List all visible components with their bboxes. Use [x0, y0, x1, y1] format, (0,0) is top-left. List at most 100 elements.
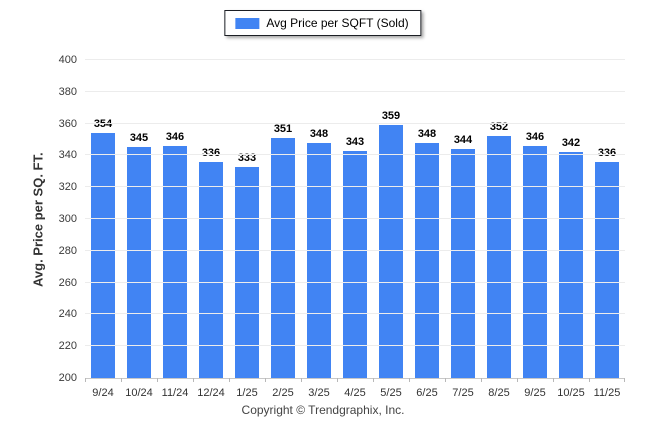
bar-slot: 343	[337, 61, 373, 378]
bar-slot: 336	[589, 61, 625, 378]
bar-5/25[interactable]	[379, 125, 403, 378]
x-axis-tick	[372, 378, 374, 382]
bar-slot: 345	[121, 61, 157, 378]
bar-12/24[interactable]	[199, 161, 223, 378]
bar-6/25[interactable]	[415, 142, 439, 378]
bar-9/24[interactable]	[91, 133, 115, 378]
y-tick-label: 360	[58, 117, 77, 130]
gridline	[85, 90, 625, 92]
x-axis-tick	[228, 378, 230, 382]
x-axis-tick	[156, 378, 158, 382]
bar-8/25[interactable]	[487, 136, 511, 378]
gridline	[85, 122, 625, 124]
y-tick-label: 340	[58, 149, 77, 162]
bar-10/25[interactable]	[559, 152, 583, 378]
copyright-text: Copyright © Trendgraphix, Inc.	[241, 403, 405, 417]
bar-slot: 352	[481, 61, 517, 378]
y-tick-label: 300	[58, 213, 77, 225]
bar-slot: 351	[265, 61, 301, 378]
x-axis-tick	[624, 378, 625, 382]
x-tick-label: 2/25	[272, 387, 294, 399]
bar-slot: 336	[193, 61, 229, 378]
x-axis-labels: 9/24 10/24 11/24 12/24 1/25 2/25 3/25 4/25 5/25 6…	[85, 380, 625, 399]
bar-11/25[interactable]	[595, 161, 619, 378]
x-tick-label: 6/25	[416, 387, 438, 399]
bar-value-label: 346	[525, 130, 545, 143]
x-axis-tick	[517, 378, 518, 382]
y-tick-label: 280	[58, 244, 77, 257]
bar-value-label: 345	[129, 132, 149, 145]
bar-slot: 359	[373, 61, 409, 378]
x-tick-label: 10/25	[557, 387, 585, 399]
x-axis-tick	[120, 378, 122, 382]
bar-slot: 346	[157, 61, 193, 378]
x-axis-tick	[409, 378, 410, 382]
x-axis-tick	[301, 378, 302, 382]
gridline	[85, 345, 625, 347]
bar-10/24[interactable]	[127, 147, 151, 378]
bar-3/25[interactable]	[307, 142, 331, 378]
y-tick-label: 220	[58, 340, 77, 353]
x-axis-tick	[85, 378, 86, 382]
x-tick-label: 10/24	[125, 387, 153, 399]
y-tick-label: 240	[58, 308, 77, 321]
gridline	[85, 249, 625, 251]
gridline	[85, 313, 625, 315]
x-tick-label: 8/25	[488, 387, 510, 399]
x-axis-tick	[337, 378, 338, 382]
legend-swatch	[235, 17, 260, 29]
gridline	[85, 59, 625, 60]
bar-9/25[interactable]	[523, 145, 547, 378]
bar-slot: 344	[445, 61, 481, 378]
x-axis-tick	[589, 378, 590, 382]
bar-value-label: 354	[93, 118, 113, 131]
legend-label: Avg Price per SQFT (Sold)	[266, 16, 409, 30]
y-tick-label: 320	[58, 181, 77, 194]
bar-value-label: 336	[201, 146, 221, 159]
bar-slot: 348	[409, 61, 445, 378]
bar-slot: 354	[85, 61, 121, 378]
bar-7/25[interactable]	[451, 149, 475, 378]
bar-value-label: 352	[489, 121, 509, 134]
bar-slot: 346	[517, 61, 553, 378]
y-tick-label: 400	[58, 54, 77, 66]
x-tick-label: 4/25	[344, 387, 366, 399]
bar-value-label: 346	[165, 130, 185, 143]
gridline	[85, 281, 625, 283]
bar-value-label: 333	[237, 151, 257, 164]
x-tick-label: 1/25	[236, 387, 258, 399]
bar-value-label: 342	[561, 137, 581, 150]
y-tick-label: 260	[58, 276, 77, 289]
bar-slot: 333	[229, 61, 265, 378]
plot-area: 354 345 346 336 333 351 348 343 359 348 344 352 346 3…	[59, 54, 625, 384]
gridline	[85, 218, 625, 219]
bar-series: 354 345 346 336 333 351 348 343 359 348 344 352 346 3…	[85, 61, 625, 378]
x-axis-tick	[193, 378, 194, 382]
bar-4/25[interactable]	[343, 150, 367, 378]
bar-1/25[interactable]	[235, 166, 259, 378]
bar-slot: 342	[553, 61, 589, 378]
x-tick-label: 5/25	[380, 387, 402, 399]
bar-slot: 348	[301, 61, 337, 378]
bar-value-label: 348	[417, 127, 437, 140]
gridline	[85, 186, 625, 188]
bar-11/24[interactable]	[163, 145, 187, 378]
x-axis-tick	[552, 378, 554, 382]
x-tick-label: 12/24	[197, 387, 225, 399]
gridline	[85, 154, 625, 156]
bar-value-label: 343	[345, 135, 365, 148]
x-tick-label: 11/24	[161, 387, 189, 399]
bar-value-label: 359	[381, 110, 401, 123]
x-axis-tick	[481, 378, 482, 382]
bar-value-label: 351	[273, 122, 293, 135]
bar-value-label: 344	[453, 134, 473, 147]
x-tick-label: 3/25	[308, 387, 330, 399]
x-tick-label: 9/24	[92, 387, 114, 399]
x-tick-label: 9/25	[524, 387, 546, 399]
x-tick-label: 11/25	[593, 387, 621, 399]
bar-2/25[interactable]	[271, 137, 295, 378]
x-axis-tick	[264, 378, 266, 382]
bar-value-label: 336	[597, 146, 617, 159]
y-tick-label: 200	[58, 372, 77, 384]
